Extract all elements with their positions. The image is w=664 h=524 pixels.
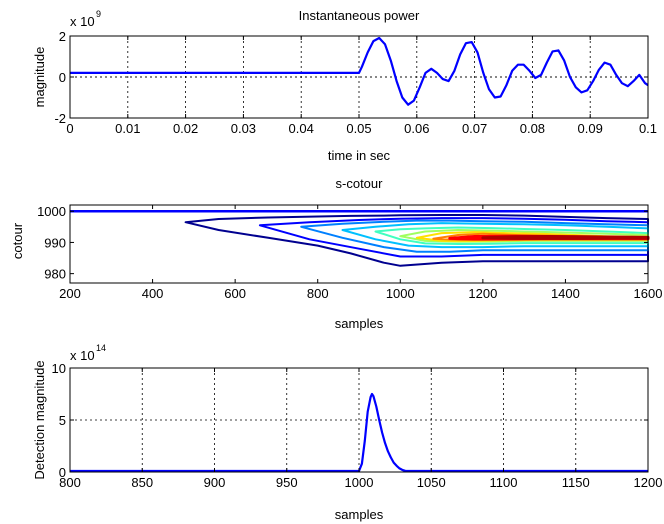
contour-ytick-label: 990	[44, 235, 66, 250]
detection-xtick-label: 1200	[634, 475, 663, 490]
detection-multiplier: x 10 14	[70, 343, 106, 363]
power-xtick-label: 0.01	[115, 121, 140, 136]
detection-xtick-label: 800	[59, 475, 81, 490]
power-xtick-label: 0.04	[289, 121, 314, 136]
contour-xtick-label: 1000	[386, 286, 415, 301]
detection-xtick-label: 900	[204, 475, 226, 490]
detection-ytick-label: 0	[59, 465, 66, 480]
power-xtick-label: 0.06	[404, 121, 429, 136]
power-ytick-label: 2	[59, 29, 66, 44]
contour-xtick-label: 800	[307, 286, 329, 301]
detection-xtick-label: 1050	[417, 475, 446, 490]
power-xlabel: time in sec	[328, 148, 391, 163]
power-xtick-label: 0.1	[639, 121, 657, 136]
contour-axes-box	[69, 204, 649, 284]
contour-xtick-label: 1400	[551, 286, 580, 301]
detection-xtick-label: 1150	[562, 475, 590, 490]
contour-xtick-label: 400	[142, 286, 164, 301]
contour-xtick-label: 200	[59, 286, 81, 301]
contour-xlabel: samples	[335, 316, 384, 331]
power-xtick-label: 0.03	[231, 121, 256, 136]
power-ytick-label: 0	[59, 70, 66, 85]
power-multiplier: x 10 9	[70, 9, 101, 29]
power-multiplier-base: x 10	[70, 14, 95, 29]
detection-ytick-label: 5	[59, 413, 66, 428]
detection-panel: x 10 14 Detection magnitude samples 800 8…	[32, 343, 662, 522]
detection-series-line-0	[70, 392, 648, 473]
power-series-line-0	[70, 36, 649, 106]
contour-xtick-label: 1600	[634, 286, 663, 301]
detection-xtick-label: 850	[131, 475, 153, 490]
power-ylabel: magnitude	[32, 47, 47, 108]
power-xtick-label: 0	[66, 121, 73, 136]
detection-ylabel: Detection magnitude	[32, 360, 47, 479]
detection-xtick-label: 1100	[490, 475, 518, 490]
power-ytick-label: -2	[54, 111, 66, 126]
contour-title: s-cotour	[336, 176, 384, 191]
detection-xtick-label: 1000	[345, 475, 374, 490]
contour-xtick-label: 600	[224, 286, 246, 301]
power-xtick-label: 0.05	[346, 121, 371, 136]
power-panel: Instantaneous power x 10 9 magnitude tim…	[32, 8, 657, 163]
contour-ytick-label: 1000	[37, 204, 66, 219]
detection-ytick-label: 10	[52, 361, 66, 376]
power-xtick-label: 0.07	[462, 121, 487, 136]
contour-ylabel: cotour	[10, 222, 25, 259]
power-multiplier-exp: 9	[96, 9, 101, 19]
contour-contour-level-10	[481, 235, 650, 240]
detection-xlabel: samples	[335, 507, 384, 522]
power-title: Instantaneous power	[299, 8, 420, 23]
contour-ytick-label: 980	[44, 267, 66, 282]
power-xtick-label: 0.08	[520, 121, 545, 136]
contour-xtick-label: 1200	[468, 286, 497, 301]
power-xtick-label: 0.02	[173, 121, 198, 136]
power-xtick-label: 0.09	[578, 121, 603, 136]
detection-multiplier-base: x 10	[70, 348, 95, 363]
detection-xtick-label: 950	[276, 475, 298, 490]
detection-multiplier-exp: 14	[96, 343, 106, 353]
contour-panel: s-cotour cotour samples 200 400 600 800 1000…	[10, 176, 662, 331]
